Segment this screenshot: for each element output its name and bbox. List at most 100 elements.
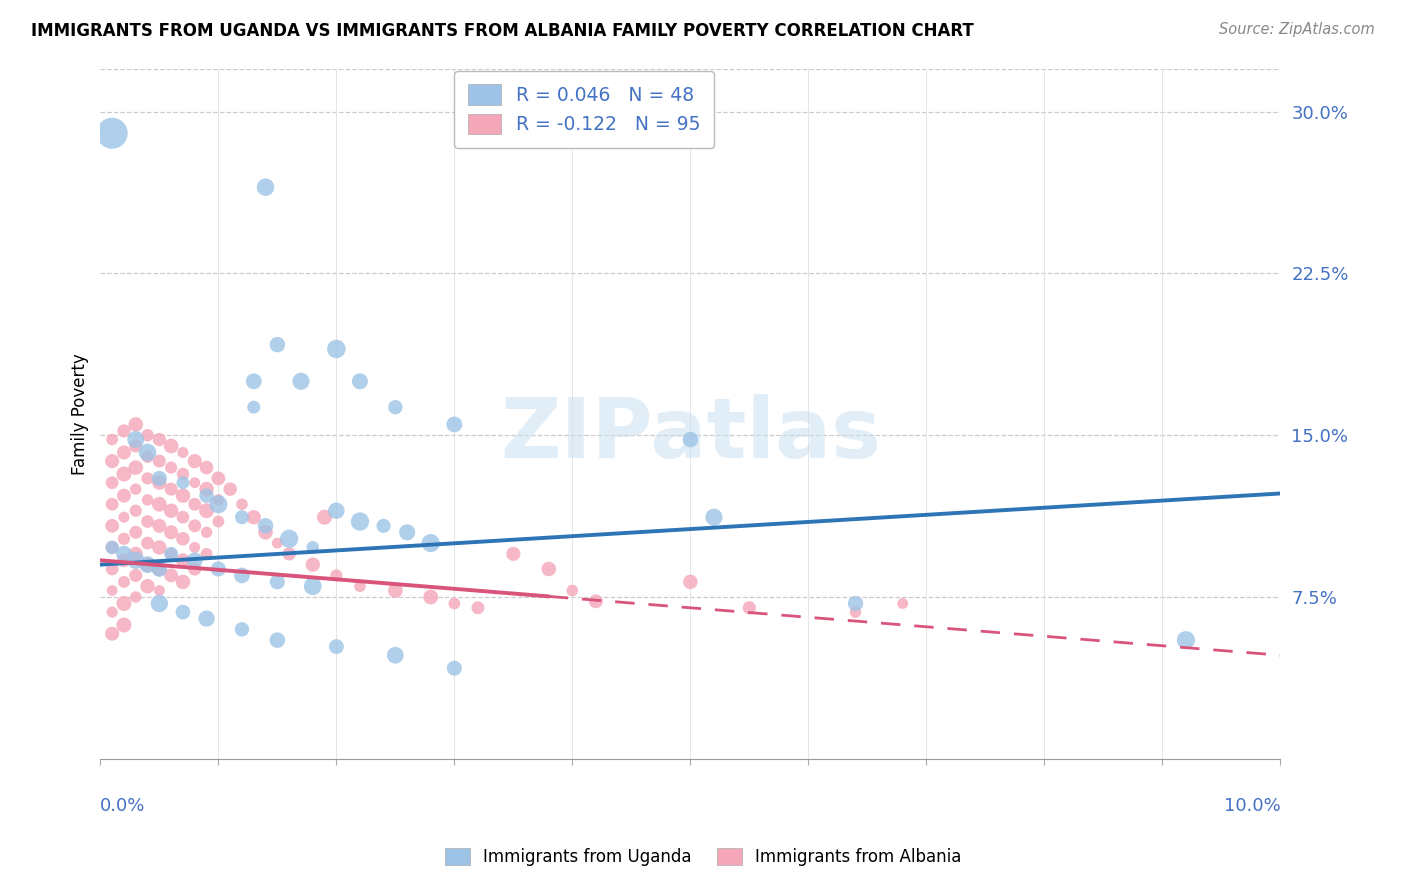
- Point: [112, 532, 135, 546]
- Point: [1174, 633, 1197, 648]
- Point: [537, 562, 560, 576]
- Point: [443, 661, 465, 675]
- Point: [184, 541, 207, 555]
- Point: [301, 558, 323, 572]
- Point: [136, 558, 159, 572]
- Point: [242, 400, 264, 414]
- Point: [112, 467, 135, 481]
- Point: [207, 497, 229, 511]
- Point: [703, 510, 725, 524]
- Point: [254, 518, 277, 533]
- Point: [384, 583, 406, 598]
- Point: [125, 439, 148, 453]
- Point: [172, 510, 194, 524]
- Point: [184, 454, 207, 468]
- Point: [443, 597, 465, 611]
- Point: [172, 574, 194, 589]
- Point: [112, 510, 135, 524]
- Text: ZIPatlas: ZIPatlas: [501, 394, 880, 475]
- Point: [172, 532, 194, 546]
- Point: [148, 541, 170, 555]
- Point: [112, 597, 135, 611]
- Point: [184, 553, 207, 567]
- Point: [207, 471, 229, 485]
- Point: [266, 633, 288, 648]
- Point: [148, 433, 170, 447]
- Legend: R = 0.046   N = 48, R = -0.122   N = 95: R = 0.046 N = 48, R = -0.122 N = 95: [454, 71, 714, 147]
- Point: [325, 568, 347, 582]
- Point: [148, 562, 170, 576]
- Point: [125, 547, 148, 561]
- Point: [679, 574, 702, 589]
- Point: [349, 374, 371, 388]
- Point: [184, 497, 207, 511]
- Point: [195, 611, 218, 625]
- Point: [172, 445, 194, 459]
- Point: [207, 562, 229, 576]
- Point: [101, 518, 124, 533]
- Point: [561, 583, 583, 598]
- Point: [195, 489, 218, 503]
- Point: [195, 482, 218, 496]
- Point: [148, 583, 170, 598]
- Point: [148, 475, 170, 490]
- Point: [125, 482, 148, 496]
- Point: [160, 547, 183, 561]
- Point: [207, 492, 229, 507]
- Point: [844, 597, 866, 611]
- Point: [136, 515, 159, 529]
- Point: [443, 417, 465, 432]
- Point: [195, 525, 218, 540]
- Point: [101, 583, 124, 598]
- Point: [172, 475, 194, 490]
- Point: [325, 640, 347, 654]
- Point: [184, 475, 207, 490]
- Point: [101, 497, 124, 511]
- Point: [844, 605, 866, 619]
- Point: [160, 482, 183, 496]
- Point: [160, 504, 183, 518]
- Point: [384, 400, 406, 414]
- Point: [231, 568, 253, 582]
- Text: Source: ZipAtlas.com: Source: ZipAtlas.com: [1219, 22, 1375, 37]
- Point: [101, 626, 124, 640]
- Point: [148, 497, 170, 511]
- Point: [266, 574, 288, 589]
- Point: [242, 374, 264, 388]
- Legend: Immigrants from Uganda, Immigrants from Albania: Immigrants from Uganda, Immigrants from …: [439, 841, 967, 873]
- Point: [160, 547, 183, 561]
- Point: [101, 562, 124, 576]
- Point: [419, 590, 441, 604]
- Point: [160, 568, 183, 582]
- Point: [125, 590, 148, 604]
- Point: [112, 618, 135, 632]
- Point: [160, 525, 183, 540]
- Point: [148, 471, 170, 485]
- Text: 10.0%: 10.0%: [1223, 797, 1281, 814]
- Point: [290, 374, 312, 388]
- Point: [136, 450, 159, 464]
- Point: [219, 482, 242, 496]
- Point: [136, 471, 159, 485]
- Point: [266, 337, 288, 351]
- Point: [148, 454, 170, 468]
- Point: [184, 518, 207, 533]
- Point: [125, 504, 148, 518]
- Point: [254, 180, 277, 194]
- Point: [112, 424, 135, 438]
- Point: [195, 547, 218, 561]
- Point: [148, 518, 170, 533]
- Point: [136, 428, 159, 442]
- Point: [349, 515, 371, 529]
- Point: [101, 541, 124, 555]
- Text: IMMIGRANTS FROM UGANDA VS IMMIGRANTS FROM ALBANIA FAMILY POVERTY CORRELATION CHA: IMMIGRANTS FROM UGANDA VS IMMIGRANTS FRO…: [31, 22, 974, 40]
- Point: [148, 597, 170, 611]
- Point: [278, 547, 301, 561]
- Point: [172, 467, 194, 481]
- Point: [325, 504, 347, 518]
- Point: [172, 553, 194, 567]
- Point: [101, 126, 124, 140]
- Point: [467, 600, 489, 615]
- Point: [301, 579, 323, 593]
- Point: [195, 460, 218, 475]
